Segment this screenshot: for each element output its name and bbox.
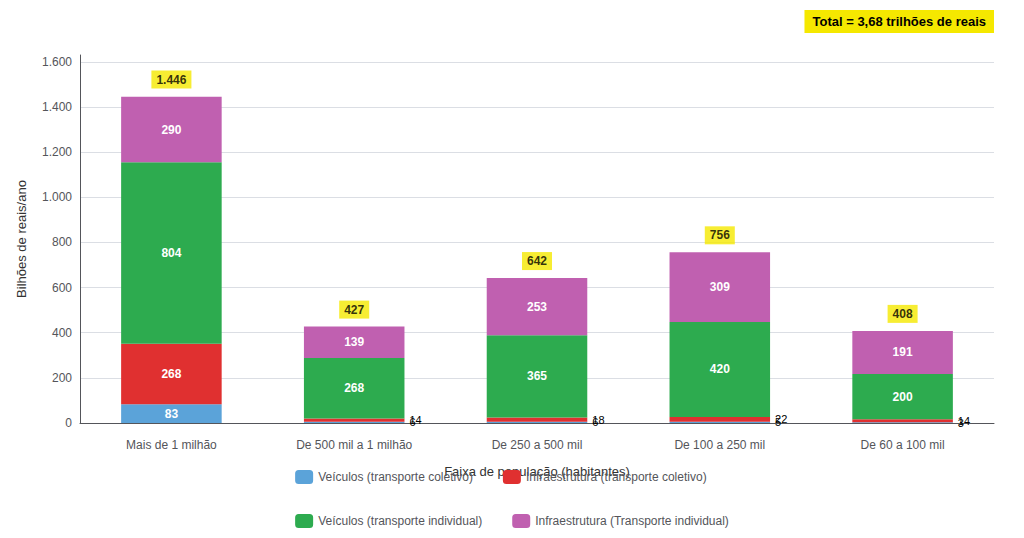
svg-text:18: 18 xyxy=(592,414,604,426)
svg-text:642: 642 xyxy=(527,254,547,268)
svg-text:De 100 a 250 mil: De 100 a 250 mil xyxy=(674,438,765,452)
svg-text:Total = 3,68 trilhões de reais: Total = 3,68 trilhões de reais xyxy=(812,14,986,29)
svg-text:De 60 a 100 mil: De 60 a 100 mil xyxy=(861,438,945,452)
svg-text:427: 427 xyxy=(344,303,364,317)
svg-text:200: 200 xyxy=(52,371,72,385)
svg-text:De 250 a 500 mil: De 250 a 500 mil xyxy=(492,438,583,452)
svg-text:139: 139 xyxy=(344,335,364,349)
svg-text:268: 268 xyxy=(161,367,181,381)
svg-text:400: 400 xyxy=(52,326,72,340)
svg-text:756: 756 xyxy=(710,228,730,242)
svg-text:Veículos (transporte individua: Veículos (transporte individual) xyxy=(318,514,482,528)
svg-text:14: 14 xyxy=(958,415,970,427)
svg-text:Veículos (transporte coletivo): Veículos (transporte coletivo) xyxy=(318,470,473,484)
svg-text:290: 290 xyxy=(161,123,181,137)
svg-text:1.200: 1.200 xyxy=(42,145,72,159)
svg-text:Infraestrutura (Transporte ind: Infraestrutura (Transporte individual) xyxy=(535,514,729,528)
svg-text:420: 420 xyxy=(710,362,730,376)
svg-text:191: 191 xyxy=(893,345,913,359)
svg-text:22: 22 xyxy=(775,413,787,425)
svg-text:408: 408 xyxy=(893,307,913,321)
svg-text:De 500 mil a 1 milhão: De 500 mil a 1 milhão xyxy=(296,438,412,452)
svg-text:800: 800 xyxy=(52,235,72,249)
svg-text:14: 14 xyxy=(409,414,421,426)
svg-text:Bilhões de reais/ano: Bilhões de reais/ano xyxy=(14,180,29,298)
svg-text:Infraestrutura (transporte col: Infraestrutura (transporte coletivo) xyxy=(526,470,707,484)
svg-text:1.600: 1.600 xyxy=(42,55,72,69)
svg-text:365: 365 xyxy=(527,369,547,383)
svg-text:804: 804 xyxy=(161,246,181,260)
svg-text:83: 83 xyxy=(165,407,179,421)
svg-text:200: 200 xyxy=(893,390,913,404)
svg-text:0: 0 xyxy=(65,416,72,430)
svg-text:1.446: 1.446 xyxy=(156,73,186,87)
svg-text:268: 268 xyxy=(344,381,364,395)
svg-text:253: 253 xyxy=(527,300,547,314)
svg-text:309: 309 xyxy=(710,280,730,294)
svg-text:1.400: 1.400 xyxy=(42,100,72,114)
svg-text:Mais de 1 milhão: Mais de 1 milhão xyxy=(126,438,217,452)
svg-text:600: 600 xyxy=(52,281,72,295)
svg-text:1.000: 1.000 xyxy=(42,190,72,204)
